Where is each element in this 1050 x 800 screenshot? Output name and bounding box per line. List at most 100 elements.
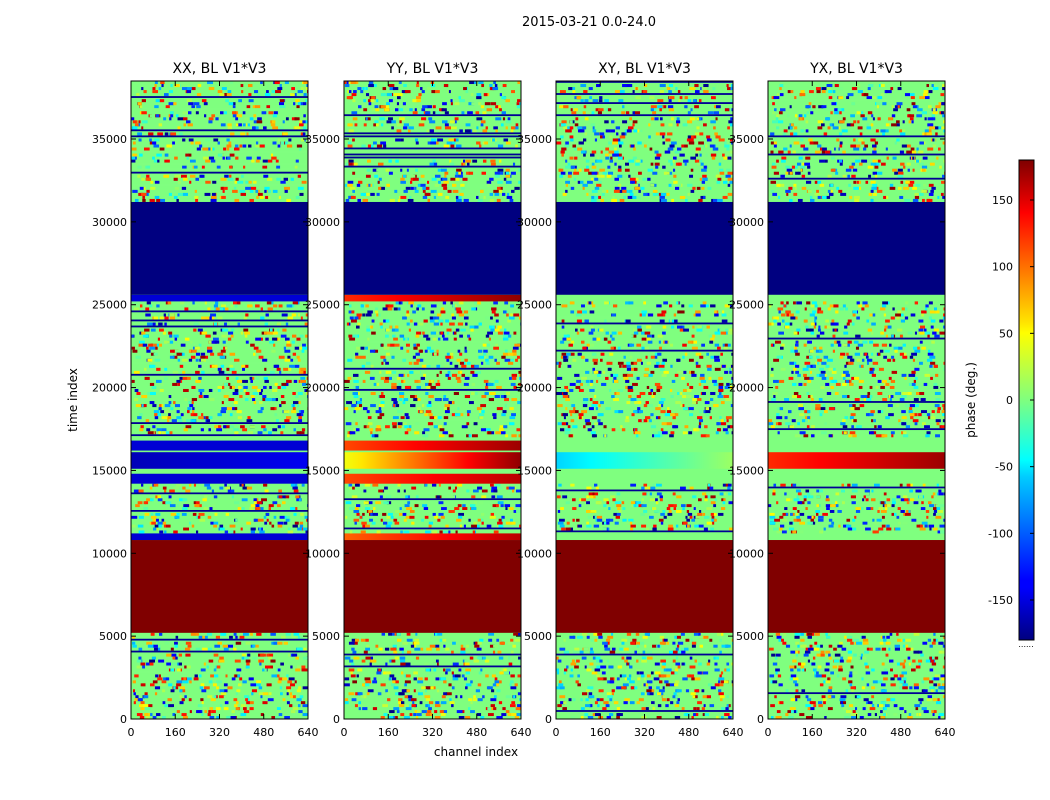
noise-speck [775,632,781,636]
noise-speck [248,677,254,681]
noise-speck [708,659,711,663]
noise-speck [407,129,411,133]
noise-speck [151,521,156,525]
noise-speck [163,174,170,178]
noise-speck [170,132,177,136]
noise-speck [245,659,251,663]
noise-speck [416,84,420,88]
noise-speck [381,391,384,396]
noise-speck [422,431,426,435]
noise-speck [719,695,725,699]
noise-speck [622,683,629,687]
noise-speck [302,132,306,136]
noise-speck [447,407,450,411]
noise-speck [589,310,595,314]
noise-speck [493,644,499,648]
noise-speck [505,180,512,184]
noise-speck [574,373,580,377]
noise-speck [217,141,220,145]
noise-speck [512,126,519,130]
noise-speck [412,355,416,359]
noise-speck [261,498,267,502]
noise-speck [485,358,489,362]
noise-speck [699,635,703,639]
noise-speck [147,358,153,362]
noise-speck [185,425,192,429]
noise-speck [603,701,609,705]
noise-speck [499,93,502,97]
noise-speck [275,159,279,163]
noise-speck [728,716,732,719]
noise-speck [386,495,392,499]
noise-speck [501,355,506,359]
noise-speck [470,93,474,97]
noise-speck [726,84,729,88]
noise-speck [411,486,417,490]
noise-speck [163,524,167,528]
noise-speck [183,117,188,121]
noise-speck [395,716,398,719]
noise-speck [705,413,710,417]
x-tick-label: 640 [723,726,744,739]
noise-speck [391,632,395,636]
noise-speck [262,159,268,163]
noise-speck [427,198,431,202]
noise-speck [252,105,256,109]
noise-speck [156,198,162,202]
noise-speck [257,507,261,511]
noise-speck [481,521,484,525]
noise-speck [194,195,198,199]
noise-line [131,108,308,111]
noise-speck [472,144,477,148]
noise-speck [700,373,705,377]
noise-speck [633,501,638,505]
noise-speck [497,180,503,184]
noise-speck [485,126,488,130]
noise-speck [403,530,410,534]
noise-speck [685,515,688,519]
noise-speck [441,507,447,511]
noise-speck [159,530,164,534]
noise-speck [574,123,579,127]
noise-speck [710,686,716,690]
noise-speck [519,659,521,663]
noise-speck [416,407,421,411]
noise-speck [429,644,436,648]
noise-speck [199,518,206,522]
noise-speck [423,373,426,377]
noise-speck [146,498,153,502]
noise-speck [360,695,365,699]
noise-speck [429,416,436,420]
noise-speck [428,521,434,525]
noise-speck [383,144,387,148]
noise-speck [485,316,491,320]
noise-speck [650,108,657,112]
noise-speck [677,644,680,648]
noise-speck [564,144,570,148]
noise-speck [580,84,587,88]
noise-speck [609,650,616,654]
noise-speck [169,431,173,435]
noise-speck [632,382,638,386]
noise-speck [243,710,250,714]
noise-speck [518,316,521,320]
noise-speck [183,677,187,681]
noise-speck [406,349,410,353]
noise-speck [383,713,388,717]
noise-speck [604,120,609,124]
noise-speck [602,641,608,645]
noise-speck [699,177,703,181]
noise-speck [460,183,465,187]
noise-speck [636,376,640,380]
noise-speck [622,364,627,368]
noise-speck [638,410,644,414]
y-tick-label: 20000 [305,382,340,395]
noise-speck [640,641,645,645]
noise-speck [570,668,573,672]
noise-speck [602,527,607,531]
noise-speck [588,343,595,347]
noise-speck [446,328,452,332]
noise-speck [154,180,160,184]
noise-speck [174,174,181,178]
noise-speck [188,358,193,362]
